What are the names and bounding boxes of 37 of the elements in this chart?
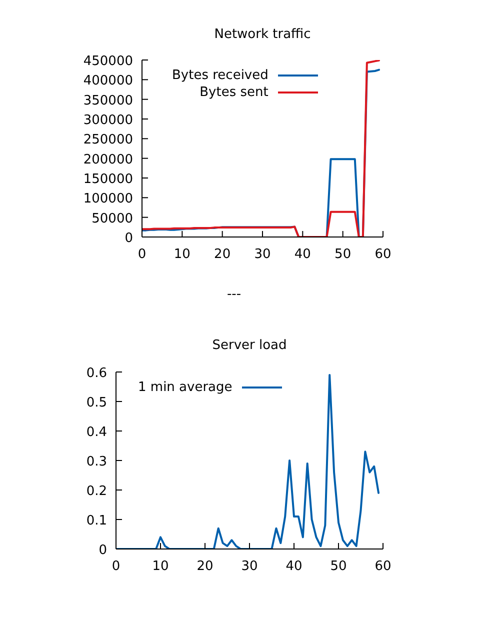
y-tick-label: 200000 — [83, 152, 133, 168]
y-tick-label: 0 — [124, 231, 133, 246]
y-tick-label: 300000 — [83, 113, 133, 128]
chart-title: Server load — [212, 338, 287, 353]
y-tick-label: 0.1 — [86, 514, 107, 528]
x-tick-label: 20 — [214, 247, 231, 262]
x-tick-label: 30 — [254, 247, 271, 262]
y-tick-label: 0.6 — [86, 366, 107, 381]
y-tick-label: 250000 — [83, 132, 133, 148]
x-tick-label: 0 — [138, 247, 146, 262]
x-tick-label: 60 — [374, 247, 392, 262]
y-tick-label: 0 — [98, 543, 107, 558]
x-tick-label: 30 — [241, 559, 258, 574]
y-tick-label: 350000 — [83, 93, 133, 108]
y-tick-label: 100000 — [83, 192, 133, 207]
x-tick-label: 50 — [330, 559, 347, 574]
y-tick-label: 0.4 — [86, 425, 107, 440]
x-tick-label: 20 — [196, 559, 214, 574]
chart-title: Network traffic — [214, 27, 311, 42]
legend-label: 1 min average — [138, 380, 232, 395]
text: --- — [226, 287, 242, 302]
legend-label: Bytes sent — [200, 85, 268, 100]
x-tick-label: 10 — [174, 247, 190, 262]
y-tick-label: 150000 — [83, 172, 133, 187]
y-tick-label: 0.5 — [86, 396, 107, 410]
y-tick-label: 400000 — [83, 74, 133, 89]
y-tick-label: 450000 — [83, 54, 133, 69]
line-series — [116, 374, 380, 549]
x-tick-label: 50 — [334, 247, 352, 262]
x-tick-label: 60 — [374, 559, 392, 574]
x-tick-label: 40 — [294, 247, 311, 262]
y-tick-label: 50000 — [92, 211, 133, 226]
legend-label: Bytes received — [172, 68, 268, 83]
x-tick-label: 10 — [152, 559, 169, 574]
y-tick-label: 0.3 — [86, 454, 107, 470]
x-tick-label: 40 — [286, 559, 302, 574]
y-tick-label: 0.2 — [86, 484, 107, 499]
